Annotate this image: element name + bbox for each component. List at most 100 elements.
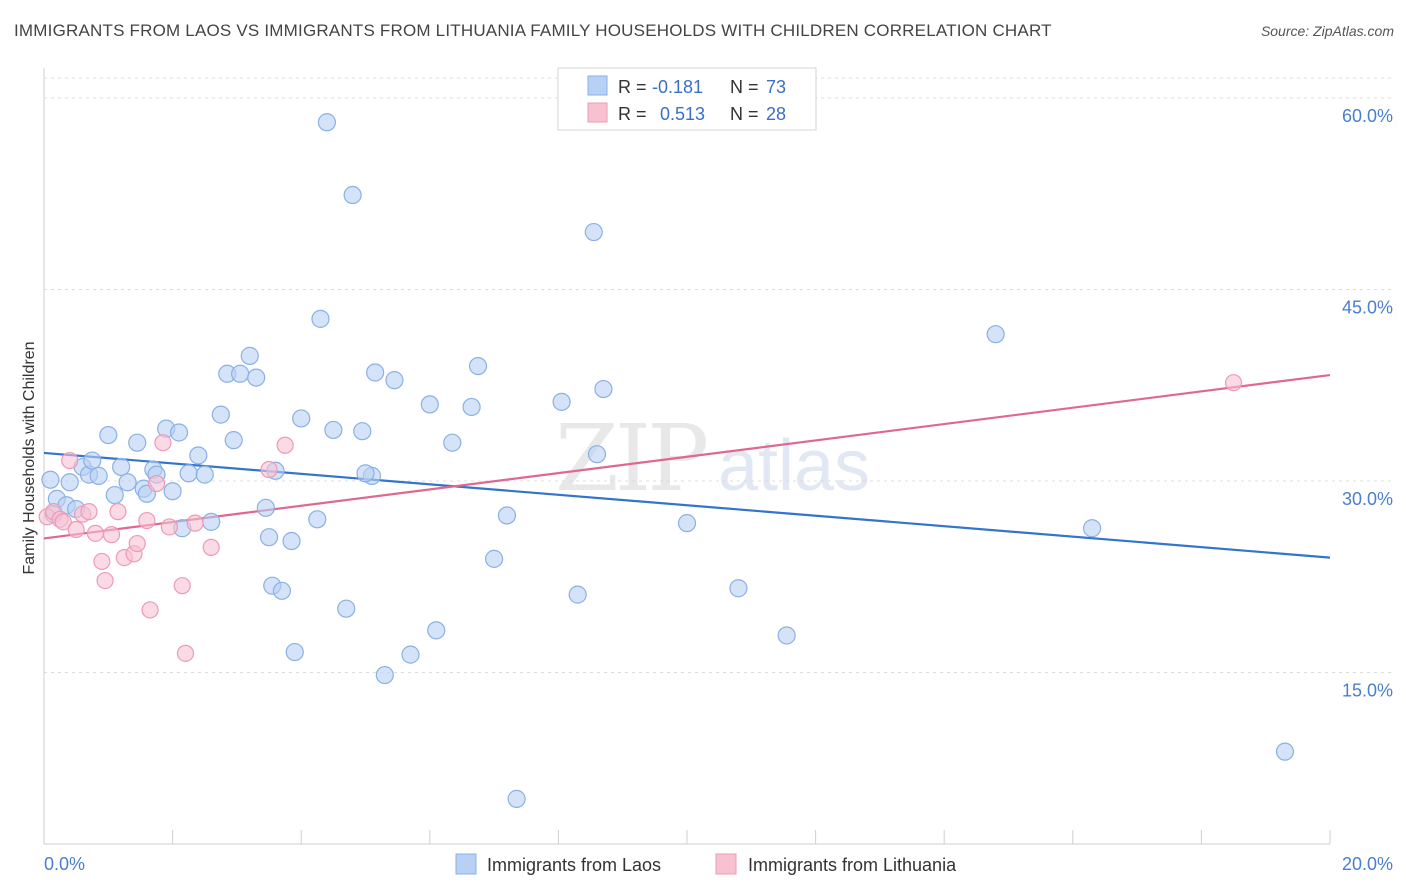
y-tick-label-2: 45.0% [1342,298,1393,318]
point-lithuania-10 [96,571,114,590]
bottom-legend-swatch-lithuania [715,853,737,875]
legend-n-label-lithuania: N = [730,104,759,124]
point-laos-46 [353,422,372,441]
legend-n-value-lithuania: 28 [766,104,786,124]
point-laos-8 [89,466,108,485]
point-lithuania-12 [109,503,127,521]
data-points [38,113,1295,808]
point-laos-55 [462,397,481,417]
point-laos-68 [986,325,1005,344]
point-laos-70 [1275,742,1295,761]
point-laos-69 [1082,519,1102,538]
point-lithuania-3 [54,513,72,531]
point-laos-59 [507,789,526,808]
point-laos-30 [240,346,259,365]
point-laos-58 [497,506,517,525]
point-laos-20 [169,423,189,442]
point-lithuania-22 [176,644,195,662]
y-tick-label-1: 30.0% [1342,489,1393,509]
point-lithuania-5 [67,520,85,539]
point-laos-28 [224,431,243,450]
point-laos-52 [420,395,439,414]
point-laos-3 [60,473,79,492]
chart-title: IMMIGRANTS FROM LAOS VS IMMIGRANTS FROM … [14,21,1052,40]
point-lithuania-8 [86,524,105,542]
point-laos-10 [105,485,124,505]
point-lithuania-21 [173,577,191,595]
y-tick-label-3: 60.0% [1342,106,1393,126]
legend-r-label-laos: R = [618,77,647,97]
point-laos-24 [195,465,214,484]
point-laos-25 [202,512,221,531]
point-lithuania-4 [61,451,79,470]
point-laos-65 [677,514,697,533]
point-laos-0 [41,470,60,489]
point-laos-60 [552,392,571,411]
legend-r-value-laos: -0.181 [652,77,703,97]
point-laos-48 [366,363,385,382]
point-laos-63 [587,445,607,464]
point-lithuania-11 [102,526,121,544]
point-lithuania-24 [202,538,220,556]
point-laos-13 [128,433,147,452]
point-lithuania-19 [154,434,172,452]
point-laos-42 [317,113,337,132]
point-lithuania-25 [260,460,278,479]
point-laos-67 [777,626,796,645]
point-laos-41 [311,309,330,328]
watermark-atlas: atlas [718,426,870,506]
legend-r-label-lithuania: R = [618,104,647,124]
trend-line-lithuania [43,373,1331,540]
point-lithuania-7 [80,503,98,521]
axes [43,68,1331,845]
bottom-legend-swatch-laos [455,853,477,875]
point-laos-57 [485,549,504,568]
top-legend: R = -0.181 N = 73 R = 0.513 N = 28 [557,67,817,131]
point-lithuania-17 [141,601,159,619]
point-laos-29 [231,364,250,383]
point-laos-45 [343,185,362,205]
point-laos-61 [568,585,587,604]
x-tick-label-min: 0.0% [44,854,85,874]
point-laos-40 [308,510,327,529]
trend-line-laos [43,451,1331,559]
point-laos-51 [401,645,420,664]
legend-swatch-lithuania [587,102,608,123]
point-laos-36 [272,581,292,600]
point-laos-66 [729,579,748,598]
point-lithuania-26 [276,436,294,454]
point-lithuania-15 [128,534,146,553]
legend-r-value-lithuania: 0.513 [660,104,705,124]
point-lithuania-27 [1224,374,1243,392]
point-laos-37 [282,531,301,551]
point-laos-12 [118,473,137,492]
point-laos-62 [584,222,603,242]
point-lithuania-23 [186,514,204,532]
point-laos-49 [375,665,394,685]
point-lithuania-20 [160,518,178,536]
point-laos-44 [337,599,356,618]
y-tick-label-0: 15.0% [1342,681,1393,701]
point-laos-19 [163,482,182,501]
legend-swatch-laos [587,75,608,96]
x-tick-label-max: 20.0% [1342,854,1393,874]
point-laos-26 [211,405,230,424]
point-laos-11 [112,457,131,477]
point-lithuania-16 [138,511,156,530]
point-laos-31 [247,368,266,387]
y-tick-labels: 15.0% 30.0% 45.0% 60.0% [1342,106,1393,701]
point-laos-38 [285,642,304,662]
point-laos-7 [83,451,102,470]
legend-n-label-laos: N = [730,77,759,97]
point-lithuania-9 [93,552,111,571]
point-laos-53 [427,621,446,640]
watermark: ZIP atlas [555,405,870,512]
point-laos-9 [99,425,118,445]
point-laos-43 [324,420,343,440]
point-laos-72 [356,464,375,483]
point-laos-56 [468,357,488,376]
point-laos-33 [259,528,279,547]
point-laos-39 [292,409,311,428]
point-laos-32 [256,498,275,517]
